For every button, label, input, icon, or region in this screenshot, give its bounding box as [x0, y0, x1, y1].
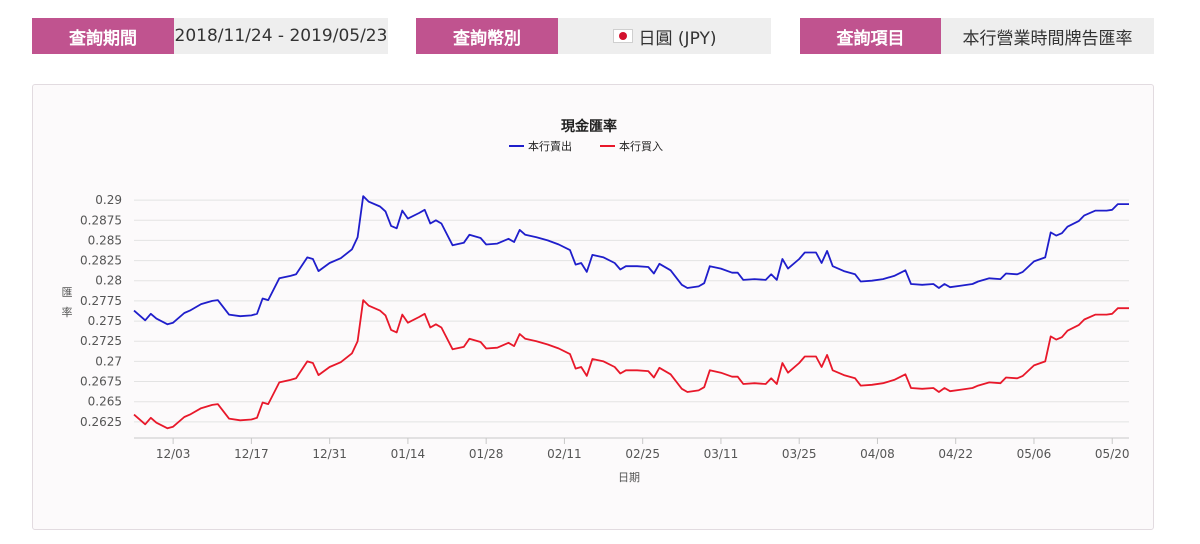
x-tick-label: 03/11 [704, 447, 739, 461]
period-label: 查詢期間 [32, 18, 174, 54]
y-tick-label: 0.275 [88, 314, 122, 328]
x-axis-label: 日期 [618, 471, 640, 484]
x-tick-label: 12/17 [234, 447, 269, 461]
x-tick-label: 12/31 [312, 447, 347, 461]
item-label: 查詢項目 [800, 18, 941, 54]
x-axis-ticks: 12/03 12/17 12/31 01/14 01/28 02/11 02/25 03/11… [156, 438, 1130, 461]
currency-value: 日圓 (JPY) [638, 28, 717, 49]
buy-rate-line [133, 299, 1129, 430]
grid-lines [134, 199, 1129, 439]
y-tick-label: 0.265 [88, 395, 122, 409]
legend-label-sell: 本行賣出 [528, 139, 572, 153]
y-tick-label: 0.2675 [80, 375, 122, 389]
x-tick-label: 05/20 [1095, 447, 1130, 461]
x-tick-label: 05/06 [1017, 447, 1052, 461]
x-tick-label: 02/25 [625, 447, 660, 461]
currency-select[interactable]: 日圓 (JPY) [558, 18, 771, 54]
x-tick-label: 04/22 [938, 447, 973, 461]
y-tick-label: 0.28 [95, 274, 122, 288]
rate-chart: 現金匯率 本行賣出 本行買入 0.2625 0.265 0.2675 0.27 0.27… [62, 118, 1130, 484]
y-axis-ticks: 0.2625 0.265 0.2675 0.27 0.2725 0.275 0.2775 0.… [80, 193, 122, 429]
period-filter: 查詢期間 2018/11/24 - 2019/05/23 [32, 18, 388, 54]
chart-title: 現金匯率 [561, 118, 617, 135]
y-tick-label: 0.27 [95, 354, 122, 368]
legend-item-sell[interactable]: 本行賣出 [509, 139, 572, 153]
y-axis-label: 匯率 [62, 286, 73, 319]
y-tick-label: 0.29 [95, 193, 122, 207]
chart-legend: 本行賣出 本行買入 [509, 139, 663, 153]
currency-label: 查詢幣別 [416, 18, 558, 54]
legend-label-buy: 本行買入 [619, 139, 663, 153]
y-tick-label: 0.2625 [80, 415, 122, 429]
y-tick-label: 0.285 [88, 233, 122, 247]
currency-filter: 查詢幣別 日圓 (JPY) [416, 18, 771, 54]
item-filter: 查詢項目 本行營業時間牌告匯率 [800, 18, 1154, 54]
y-axis-label-char: 匯 [62, 286, 73, 299]
japan-flag-icon [612, 29, 633, 43]
legend-item-buy[interactable]: 本行買入 [600, 139, 663, 153]
y-tick-label: 0.2875 [80, 213, 122, 227]
x-tick-label: 02/11 [547, 447, 582, 461]
x-tick-label: 03/25 [782, 447, 817, 461]
y-tick-label: 0.2775 [80, 294, 122, 308]
y-tick-label: 0.2825 [80, 254, 122, 268]
x-tick-label: 01/28 [469, 447, 504, 461]
y-tick-label: 0.2725 [80, 334, 122, 348]
series-lines [133, 195, 1129, 430]
x-tick-label: 04/08 [860, 447, 895, 461]
sell-rate-line [133, 195, 1129, 326]
x-tick-label: 12/03 [156, 447, 191, 461]
y-axis-label-char: 率 [62, 305, 73, 319]
period-value[interactable]: 2018/11/24 - 2019/05/23 [174, 18, 388, 54]
x-tick-label: 01/14 [391, 447, 426, 461]
chart-panel: 現金匯率 本行賣出 本行買入 0.2625 0.265 0.2675 0.27 0.27… [32, 84, 1154, 530]
item-value[interactable]: 本行營業時間牌告匯率 [941, 18, 1154, 54]
